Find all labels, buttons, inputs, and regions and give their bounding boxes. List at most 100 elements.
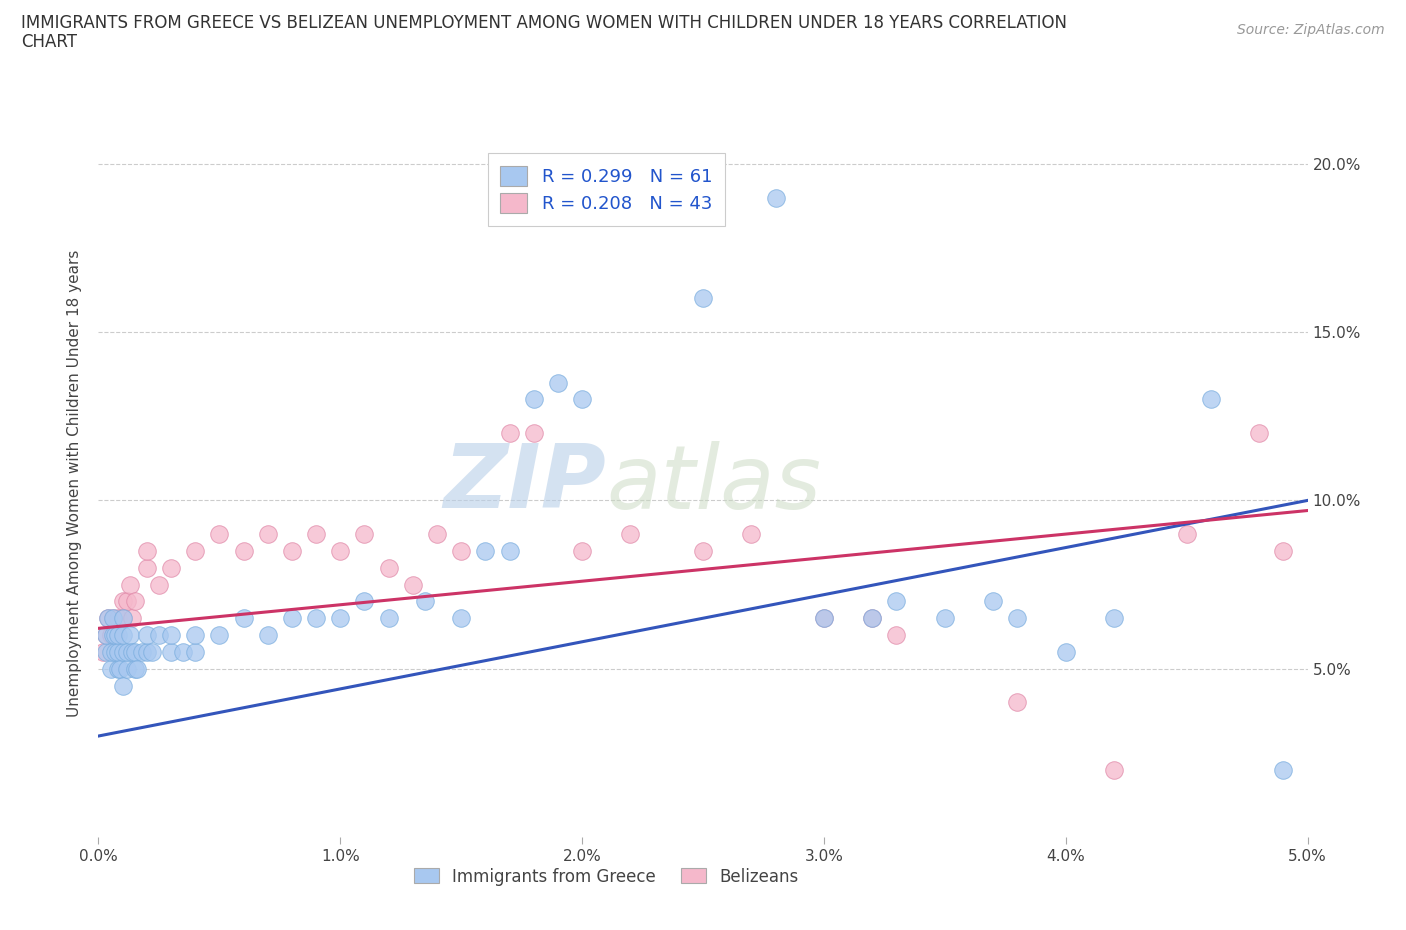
Point bbox=[765, 190, 787, 205]
Point bbox=[111, 611, 134, 626]
Point bbox=[101, 628, 124, 643]
Point bbox=[1175, 526, 1198, 541]
Point bbox=[740, 526, 762, 541]
Point bbox=[135, 628, 157, 643]
Point bbox=[111, 628, 134, 643]
Point bbox=[100, 628, 122, 643]
Point bbox=[305, 611, 328, 626]
Point bbox=[498, 426, 520, 441]
Point bbox=[232, 543, 254, 558]
Point bbox=[377, 560, 399, 575]
Point bbox=[101, 611, 124, 626]
Point bbox=[111, 678, 134, 693]
Point bbox=[860, 611, 883, 626]
Point bbox=[886, 594, 908, 609]
Point bbox=[1054, 644, 1077, 659]
Point bbox=[117, 644, 139, 659]
Point bbox=[101, 611, 124, 626]
Point bbox=[813, 611, 835, 626]
Point bbox=[91, 644, 114, 659]
Point bbox=[131, 644, 153, 659]
Point bbox=[124, 644, 146, 659]
Point bbox=[413, 594, 436, 609]
Point bbox=[377, 611, 399, 626]
Point bbox=[118, 578, 141, 592]
Point bbox=[450, 543, 472, 558]
Point bbox=[474, 543, 496, 558]
Point bbox=[981, 594, 1004, 609]
Point bbox=[498, 543, 520, 558]
Point bbox=[692, 291, 714, 306]
Point bbox=[426, 526, 449, 541]
Point bbox=[1007, 695, 1029, 710]
Point bbox=[118, 628, 141, 643]
Point bbox=[135, 644, 157, 659]
Y-axis label: Unemployment Among Women with Children Under 18 years: Unemployment Among Women with Children U… bbox=[67, 250, 83, 717]
Point bbox=[1272, 543, 1295, 558]
Point bbox=[107, 644, 129, 659]
Point bbox=[107, 628, 129, 643]
Point bbox=[111, 644, 134, 659]
Point bbox=[886, 628, 908, 643]
Point bbox=[692, 543, 714, 558]
Point bbox=[121, 644, 143, 659]
Point bbox=[1249, 426, 1271, 441]
Point bbox=[305, 526, 328, 541]
Point bbox=[402, 578, 425, 592]
Point bbox=[141, 644, 163, 659]
Point bbox=[353, 526, 375, 541]
Point bbox=[571, 392, 593, 407]
Point bbox=[124, 661, 146, 676]
Point bbox=[1272, 763, 1295, 777]
Point bbox=[208, 628, 231, 643]
Point bbox=[860, 611, 883, 626]
Point bbox=[117, 661, 139, 676]
Point bbox=[100, 661, 122, 676]
Point bbox=[108, 661, 131, 676]
Point bbox=[571, 543, 593, 558]
Point bbox=[184, 628, 207, 643]
Point bbox=[104, 628, 127, 643]
Point bbox=[124, 594, 146, 609]
Point bbox=[547, 375, 569, 390]
Point bbox=[97, 611, 120, 626]
Point bbox=[619, 526, 641, 541]
Point bbox=[450, 611, 472, 626]
Point bbox=[97, 611, 120, 626]
Point bbox=[281, 611, 304, 626]
Point bbox=[111, 594, 134, 609]
Point bbox=[523, 392, 546, 407]
Text: IMMIGRANTS FROM GREECE VS BELIZEAN UNEMPLOYMENT AMONG WOMEN WITH CHILDREN UNDER : IMMIGRANTS FROM GREECE VS BELIZEAN UNEMP… bbox=[21, 14, 1067, 32]
Text: CHART: CHART bbox=[21, 33, 77, 50]
Point bbox=[256, 628, 278, 643]
Point bbox=[148, 578, 170, 592]
Point bbox=[172, 644, 194, 659]
Point bbox=[934, 611, 956, 626]
Point bbox=[104, 644, 127, 659]
Point bbox=[94, 644, 117, 659]
Point bbox=[1102, 763, 1125, 777]
Text: Source: ZipAtlas.com: Source: ZipAtlas.com bbox=[1237, 23, 1385, 37]
Point bbox=[208, 526, 231, 541]
Legend: Immigrants from Greece, Belizeans: Immigrants from Greece, Belizeans bbox=[408, 861, 806, 892]
Point bbox=[135, 560, 157, 575]
Point bbox=[94, 628, 117, 643]
Point bbox=[1007, 611, 1029, 626]
Point bbox=[100, 644, 122, 659]
Point bbox=[184, 644, 207, 659]
Point bbox=[160, 644, 183, 659]
Point bbox=[1199, 392, 1222, 407]
Point bbox=[117, 594, 139, 609]
Point bbox=[813, 611, 835, 626]
Point bbox=[160, 560, 183, 575]
Point bbox=[135, 543, 157, 558]
Point bbox=[353, 594, 375, 609]
Point bbox=[256, 526, 278, 541]
Point bbox=[94, 628, 117, 643]
Point bbox=[329, 543, 352, 558]
Point bbox=[523, 426, 546, 441]
Point bbox=[184, 543, 207, 558]
Text: atlas: atlas bbox=[606, 441, 821, 526]
Point bbox=[104, 628, 127, 643]
Point bbox=[127, 661, 149, 676]
